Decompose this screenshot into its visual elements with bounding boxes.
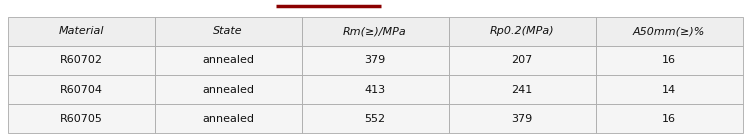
Text: 14: 14 — [662, 85, 676, 95]
Bar — [302, 46, 448, 75]
Text: R60702: R60702 — [59, 55, 103, 65]
Bar — [8, 104, 154, 133]
Bar — [8, 75, 154, 104]
Text: Rp0.2(MPa): Rp0.2(MPa) — [490, 26, 554, 36]
Text: R60705: R60705 — [59, 114, 103, 124]
Bar — [8, 46, 154, 75]
Bar — [596, 75, 742, 104]
Text: Rm(≥)/MPa: Rm(≥)/MPa — [343, 26, 406, 36]
Bar — [154, 17, 302, 46]
Bar — [8, 17, 154, 46]
Bar — [302, 17, 448, 46]
Bar — [596, 17, 742, 46]
Text: R60704: R60704 — [59, 85, 103, 95]
Bar — [302, 75, 448, 104]
Bar — [154, 46, 302, 75]
Text: 207: 207 — [512, 55, 532, 65]
Text: annealed: annealed — [202, 85, 254, 95]
Text: 413: 413 — [364, 85, 386, 95]
Text: annealed: annealed — [202, 55, 254, 65]
Bar — [448, 75, 596, 104]
Bar — [448, 17, 596, 46]
Text: A50mm(≥)%: A50mm(≥)% — [633, 26, 705, 36]
Bar — [596, 104, 742, 133]
Text: 379: 379 — [512, 114, 532, 124]
Text: 16: 16 — [662, 55, 676, 65]
Bar — [154, 104, 302, 133]
Bar — [302, 104, 448, 133]
Bar — [596, 46, 742, 75]
Text: Material: Material — [58, 26, 104, 36]
Text: annealed: annealed — [202, 114, 254, 124]
Text: 552: 552 — [364, 114, 386, 124]
Bar — [448, 104, 596, 133]
Bar — [448, 46, 596, 75]
Text: 16: 16 — [662, 114, 676, 124]
Text: 379: 379 — [364, 55, 386, 65]
Bar — [154, 75, 302, 104]
Text: State: State — [213, 26, 243, 36]
Text: 241: 241 — [512, 85, 532, 95]
